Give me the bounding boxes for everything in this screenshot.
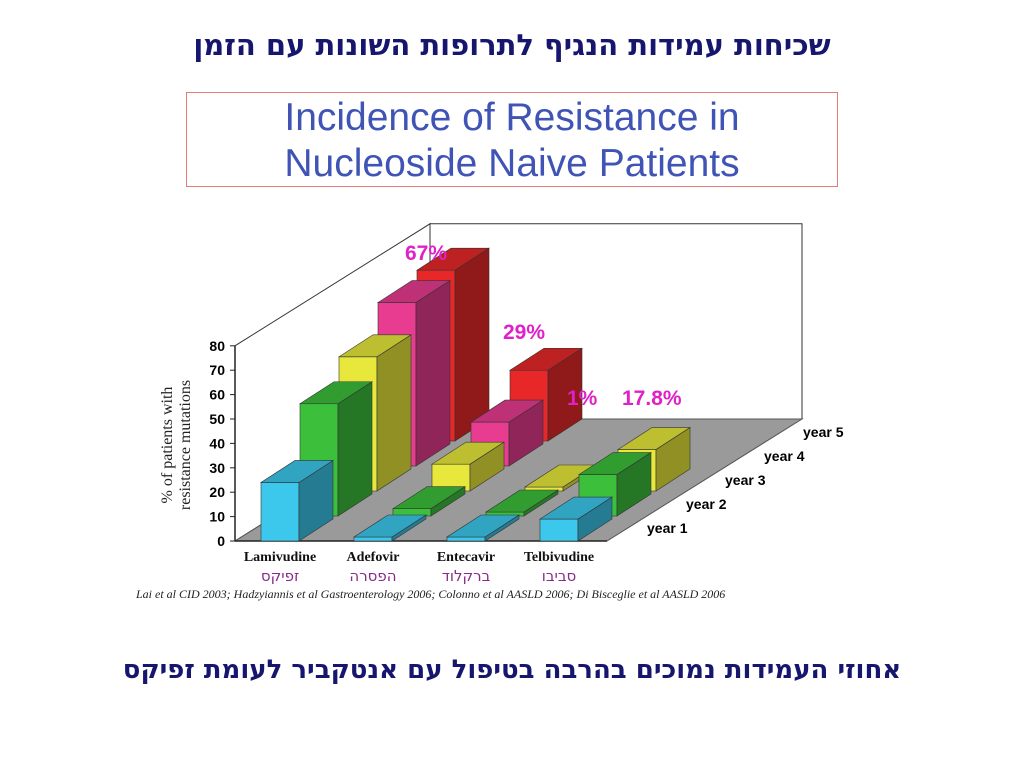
bar-top-face xyxy=(259,460,335,483)
category-label-hebrew: הפסרה xyxy=(349,567,396,585)
y-tick-label: 30 xyxy=(209,460,225,476)
annotation-label: 67% xyxy=(405,242,447,265)
bar-top-face xyxy=(415,247,491,271)
bar-front-face xyxy=(539,518,579,542)
bar-top-face xyxy=(391,486,467,509)
bar-adefovir-year-2 xyxy=(391,486,467,517)
bar-top-face xyxy=(616,427,692,450)
depth-label-year-5: year 5 xyxy=(803,424,844,440)
category-label-hebrew: ברקלוד xyxy=(442,567,491,585)
chart-title-line-1: Incidence of Resistance in xyxy=(284,96,740,139)
category-label: Lamivudine xyxy=(244,550,316,565)
chart-bars xyxy=(259,247,692,542)
depth-label-year-2: year 2 xyxy=(686,496,727,512)
category-label-hebrew: זפיקס xyxy=(261,567,299,585)
y-tick-label: 40 xyxy=(209,435,225,451)
y-tick-label: 60 xyxy=(209,387,225,403)
y-tick-label: 50 xyxy=(209,411,225,427)
footer-statement-hebrew: אחוזי העמידות נמוכים בהרבה בטיפול עם אנט… xyxy=(122,655,902,685)
bar-top-face xyxy=(577,452,653,475)
bar-entecavir-year-1 xyxy=(445,514,521,542)
category-label-hebrew: סביבו xyxy=(542,567,577,585)
bar-adefovir-year-1 xyxy=(352,514,428,542)
bar-front-face xyxy=(446,536,486,542)
bar-top-face xyxy=(298,381,374,405)
bar-top-face xyxy=(508,347,584,371)
y-axis-title-line-1: % of patients with xyxy=(159,387,176,504)
bar-top-face xyxy=(469,399,545,423)
y-tick-label: 80 xyxy=(209,338,225,354)
bar-top-face xyxy=(484,489,560,513)
y-tick-label: 10 xyxy=(209,509,225,525)
bar-front-face xyxy=(260,482,300,542)
slide-heading-hebrew: שכיחות עמידות הנגיף לתרופות השונות עם הז… xyxy=(193,28,831,62)
depth-label-year-3: year 3 xyxy=(725,472,766,488)
bar-top-face xyxy=(337,334,413,358)
chart-title-line-2: Nucleoside Naive Patients xyxy=(284,142,740,185)
resistance-3d-bar-chart: 0 10 20 30 40 50 60 70 80 % of patients with resis… xyxy=(135,222,844,601)
chart-title-box: Incidence of Resistance in Nucleoside Na… xyxy=(186,92,838,187)
y-tick-label: 0 xyxy=(217,533,225,549)
y-tick-label: 70 xyxy=(209,362,225,378)
annotation-label: 1% xyxy=(567,387,598,410)
category-label: Entecavir xyxy=(437,550,495,565)
chart-text: 0 10 20 30 40 50 60 70 80 % of patients with resis… xyxy=(135,242,844,601)
bar-top-face xyxy=(445,514,521,538)
bar-front-face xyxy=(353,536,393,542)
category-label: Adefovir xyxy=(347,550,400,565)
bar-lamivudine-year-1 xyxy=(259,459,335,542)
y-tick-label: 20 xyxy=(209,484,225,500)
bar-side-face xyxy=(454,247,490,442)
annotation-label: 17.8% xyxy=(622,387,682,410)
bar-top-face xyxy=(376,280,452,303)
bar-side-face xyxy=(415,279,451,467)
bar-entecavir-year-2 xyxy=(484,489,560,517)
bar-top-face xyxy=(430,441,506,465)
bar-top-face xyxy=(538,496,614,520)
depth-label-year-4: year 4 xyxy=(764,448,805,464)
citation-text: Lai et al CID 2003; Hadzyiannis et al Ga… xyxy=(135,587,725,601)
bar-side-face xyxy=(376,334,412,492)
category-label: Telbivudine xyxy=(524,550,594,565)
y-axis-title-line-2: resistance mutations xyxy=(177,380,194,510)
annotation-label: 29% xyxy=(503,321,545,344)
bar-telbivudine-year-1 xyxy=(538,496,614,542)
bar-side-face xyxy=(337,381,373,517)
bar-top-face xyxy=(352,514,428,538)
depth-label-year-1: year 1 xyxy=(647,520,688,536)
